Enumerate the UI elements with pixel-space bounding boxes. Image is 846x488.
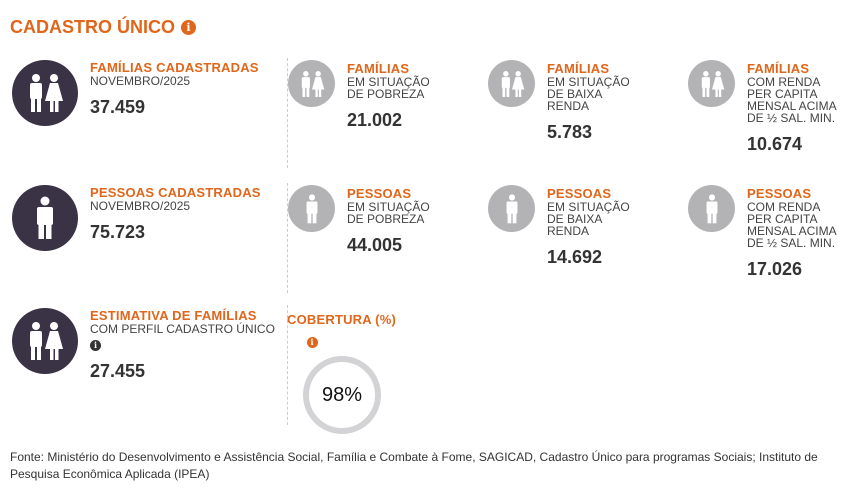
card-main: PESSOAS CADASTRADAS NOVEMBRO/2025 75.723 [12,185,261,251]
card-estimativa-familias: ESTIMATIVA DE FAMÍLIAS COM PERFIL CADAST… [12,308,275,382]
card-stat: FAMÍLIAS EM SITUAÇÃO DE POBREZA 21.002 [288,60,430,131]
family-icon [288,60,335,107]
card-stat: FAMÍLIAS COM RENDA PER CAPITA MENSAL ACIMA D… [688,60,837,155]
person-icon [488,185,535,232]
coverage-panel: COBERTURA (%) i 98% [287,312,403,434]
family-icon [12,308,78,374]
page-title: CADASTRO ÚNICO i [10,17,196,38]
family-icon [488,60,535,107]
divider [287,58,288,168]
person-icon [688,185,735,232]
person-icon [288,185,335,232]
family-icon [12,60,78,126]
source-footer: Fonte: Ministério do Desenvolvimento e A… [10,450,818,481]
card-stat: PESSOAS COM RENDA PER CAPITA MENSAL ACIMA DE… [688,185,837,280]
info-icon[interactable]: i [90,339,101,351]
info-icon[interactable]: i [181,20,196,35]
divider [287,305,288,425]
coverage-donut: 98% [303,356,381,434]
divider [287,183,288,293]
card-stat: PESSOAS EM SITUAÇÃO DE BAIXA RENDA 14.692 [488,185,630,268]
card-main: FAMÍLIAS CADASTRADAS NOVEMBRO/2025 37.45… [12,60,259,126]
person-icon [12,185,78,251]
info-icon[interactable]: i [306,336,318,348]
card-stat: PESSOAS EM SITUAÇÃO DE POBREZA 44.005 [288,185,430,256]
family-icon [688,60,735,107]
card-stat: FAMÍLIAS EM SITUAÇÃO DE BAIXA RENDA 5.783 [488,60,630,143]
